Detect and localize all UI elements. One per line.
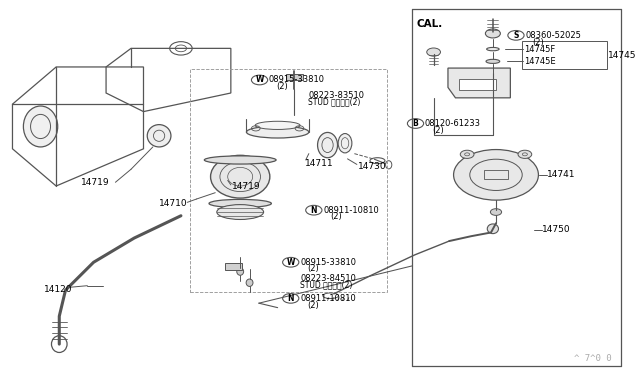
Ellipse shape <box>255 121 300 129</box>
Text: 14741: 14741 <box>547 170 575 179</box>
Text: CAL.: CAL. <box>417 19 443 29</box>
Text: (2): (2) <box>532 38 544 47</box>
Text: (2): (2) <box>308 301 319 310</box>
Text: 08915-33810: 08915-33810 <box>269 76 325 84</box>
Text: B: B <box>413 119 419 128</box>
Text: S: S <box>513 31 518 40</box>
Text: 08360-52025: 08360-52025 <box>525 31 581 40</box>
Ellipse shape <box>487 224 499 234</box>
Text: 14750: 14750 <box>541 225 570 234</box>
Text: N: N <box>287 294 294 303</box>
Text: 14710: 14710 <box>159 199 188 208</box>
Text: (2): (2) <box>331 212 342 221</box>
Ellipse shape <box>486 48 499 51</box>
Text: 14719: 14719 <box>232 182 260 190</box>
Text: 14719: 14719 <box>81 178 109 187</box>
Ellipse shape <box>211 155 270 198</box>
Circle shape <box>460 150 474 158</box>
FancyBboxPatch shape <box>459 79 496 90</box>
Text: 14745: 14745 <box>608 51 637 60</box>
Text: 08120-61233: 08120-61233 <box>425 119 481 128</box>
Text: (2): (2) <box>308 264 319 273</box>
FancyBboxPatch shape <box>286 74 303 80</box>
Text: (2): (2) <box>433 126 444 135</box>
Text: W: W <box>287 258 295 267</box>
Text: ^ 7^0 0: ^ 7^0 0 <box>574 354 611 363</box>
Polygon shape <box>448 68 510 98</box>
Text: 08911-10810: 08911-10810 <box>323 206 379 215</box>
Ellipse shape <box>237 268 244 275</box>
Text: 14745F: 14745F <box>524 45 556 54</box>
Ellipse shape <box>209 199 271 208</box>
Circle shape <box>454 150 538 200</box>
Circle shape <box>490 209 502 215</box>
Text: W: W <box>255 76 264 84</box>
Text: 14730: 14730 <box>358 162 386 171</box>
Text: 14745E: 14745E <box>524 57 556 66</box>
Text: 08915-33810: 08915-33810 <box>300 258 356 267</box>
Circle shape <box>427 48 440 56</box>
Ellipse shape <box>217 205 264 219</box>
Ellipse shape <box>246 279 253 286</box>
Text: 14711: 14711 <box>305 159 333 168</box>
Text: N: N <box>310 206 317 215</box>
Text: 08223-84510: 08223-84510 <box>300 274 356 283</box>
FancyBboxPatch shape <box>225 263 242 270</box>
Text: STUD スタッド(2): STUD スタッド(2) <box>300 281 353 290</box>
Ellipse shape <box>24 106 58 147</box>
Circle shape <box>485 29 500 38</box>
Ellipse shape <box>486 60 500 64</box>
Ellipse shape <box>204 156 276 164</box>
Ellipse shape <box>147 125 171 147</box>
Ellipse shape <box>338 134 352 153</box>
Ellipse shape <box>317 132 337 158</box>
Text: 14120: 14120 <box>44 285 72 294</box>
Ellipse shape <box>51 336 67 353</box>
Text: (2): (2) <box>276 82 288 91</box>
Text: 08911-10810: 08911-10810 <box>300 294 356 303</box>
Circle shape <box>518 150 532 158</box>
Ellipse shape <box>246 126 309 138</box>
Text: 08223-83510: 08223-83510 <box>308 92 364 100</box>
Text: STUD スタッド(2): STUD スタッド(2) <box>308 98 360 107</box>
